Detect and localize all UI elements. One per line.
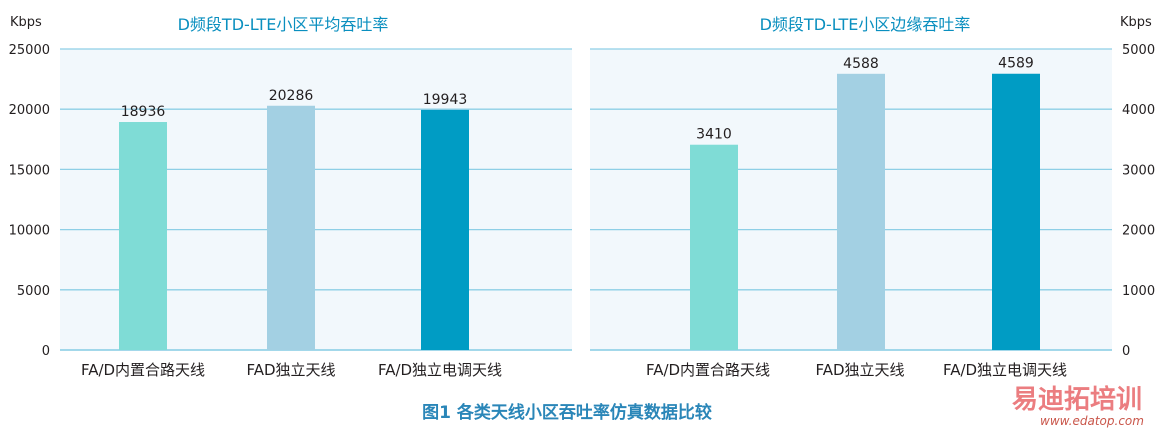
left-bar-2 [267,105,315,350]
right-y-tick-label: 1000 [1122,284,1155,299]
left-bar-1 [119,122,167,350]
right-y-tick-label: 5000 [1122,43,1155,58]
left-y-tick-label: 25000 [9,43,50,58]
right-bar-3 [992,73,1040,351]
right-bar-2 [837,73,885,350]
left-y-tick-label: 5000 [17,284,50,299]
left-bar-value-label: 19943 [423,92,468,108]
right-bar-value-label: 4588 [843,56,879,72]
left-bar-value-label: 20286 [269,88,314,104]
left-y-tick-label: 0 [42,344,50,359]
left-y-axis-unit: Kbps [10,15,42,30]
right-bar-value-label: 4589 [998,56,1034,72]
right-chart: 0 1000 2000 3000 4000 5000 D频段TD-LTE小区边缘吞吐率 Kbp… [590,15,1155,379]
figure-caption: 图1 各类天线小区吞吐率仿真数据比较 [422,402,712,423]
left-category-label: FAD独立天线 [246,361,335,379]
right-chart-title: D频段TD-LTE小区边缘吞吐率 [760,15,971,34]
left-chart: 0 5000 10000 15000 20000 25000 D频段TD-LTE小区平均吞吐… [9,15,572,379]
left-bar-3 [421,109,469,350]
left-bar-value-label: 18936 [121,104,166,120]
watermark-brand: 易迪拓培训 [1012,385,1142,415]
right-bar-1 [690,144,738,350]
left-category-label: FA/D独立电调天线 [378,361,502,379]
right-y-tick-label: 2000 [1122,224,1155,239]
watermark-url: www.edatop.com [1040,414,1144,428]
right-category-label: FAD独立天线 [815,361,904,379]
left-y-tick-label: 10000 [9,224,50,239]
right-y-tick-label: 3000 [1122,163,1155,178]
right-y-tick-label: 4000 [1122,103,1155,118]
left-chart-title: D频段TD-LTE小区平均吞吐率 [178,15,389,34]
right-y-axis-unit: Kbps [1120,15,1152,30]
left-y-tick-label: 15000 [9,163,50,178]
left-y-tick-label: 20000 [9,103,50,118]
right-category-label: FA/D独立电调天线 [943,361,1067,379]
left-category-label: FA/D内置合路天线 [81,361,205,379]
right-y-tick-label: 0 [1122,344,1130,359]
right-category-label: FA/D内置合路天线 [646,361,770,379]
right-bar-value-label: 3410 [696,127,732,143]
